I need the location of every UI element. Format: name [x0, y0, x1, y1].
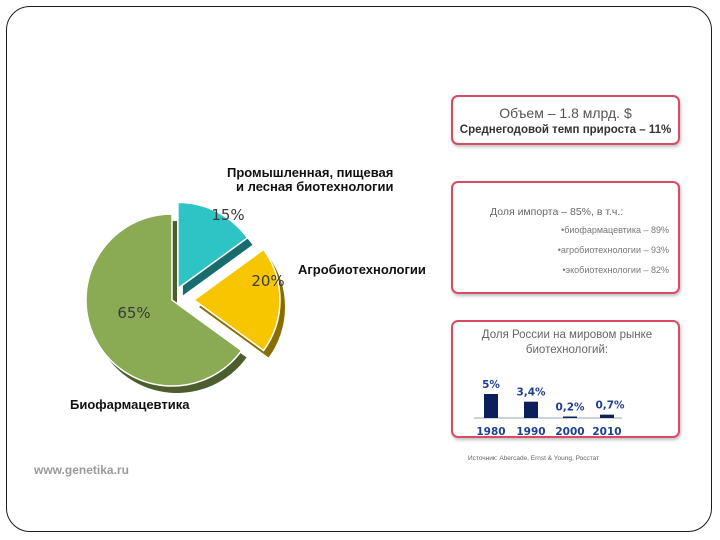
import-share-panel: Доля импорта – 85%, в т.ч.: •биофармацев…: [451, 181, 680, 294]
pie-slice-agro: [192, 248, 281, 352]
pie-label-industrial-line1: Промышленная, пищевая: [227, 165, 394, 180]
pie-label-agro: Агробиотехнологии: [298, 262, 426, 277]
import-item-biopharma: •биофармацевтика – 89%: [561, 225, 669, 235]
pie-value-label-bio: 65%: [117, 304, 150, 322]
import-item-agro: •агробиотехнологии – 93%: [557, 245, 669, 255]
pie-slice-bio: [85, 213, 243, 387]
russia-share-title: Доля России на мировом рынке биотехнолог…: [481, 329, 653, 356]
pie-value-label-industrial: 15%: [211, 206, 244, 224]
footer-url: www.genetika.ru: [34, 463, 129, 477]
pie-label-industrial-line2: и лесная биотехнологии: [236, 179, 394, 194]
pie-label-industrial: Промышленная, пищевая и лесная биотехнол…: [227, 166, 417, 194]
pie-label-bio: Биофармацевтика: [70, 397, 190, 412]
market-volume-panel: Объем – 1.8 млрд. $ Среднегодовой темп п…: [451, 95, 680, 145]
pie-slice-industrial: [177, 201, 249, 290]
import-share-title: Доля импорта – 85%, в т.ч.:: [490, 206, 624, 218]
source-note: Источник: Abercade, Ernst & Young, Росст…: [468, 455, 600, 462]
market-volume-title: Объем – 1.8 млрд. $: [499, 105, 632, 121]
growth-rate-text: Среднегодовой темп прироста – 11%: [459, 124, 672, 136]
russia-share-panel: Доля России на мировом рынке биотехнолог…: [451, 320, 680, 438]
pie-value-label-agro: 20%: [251, 272, 284, 290]
import-item-eco: •экобиотехнологии – 82%: [562, 265, 669, 275]
